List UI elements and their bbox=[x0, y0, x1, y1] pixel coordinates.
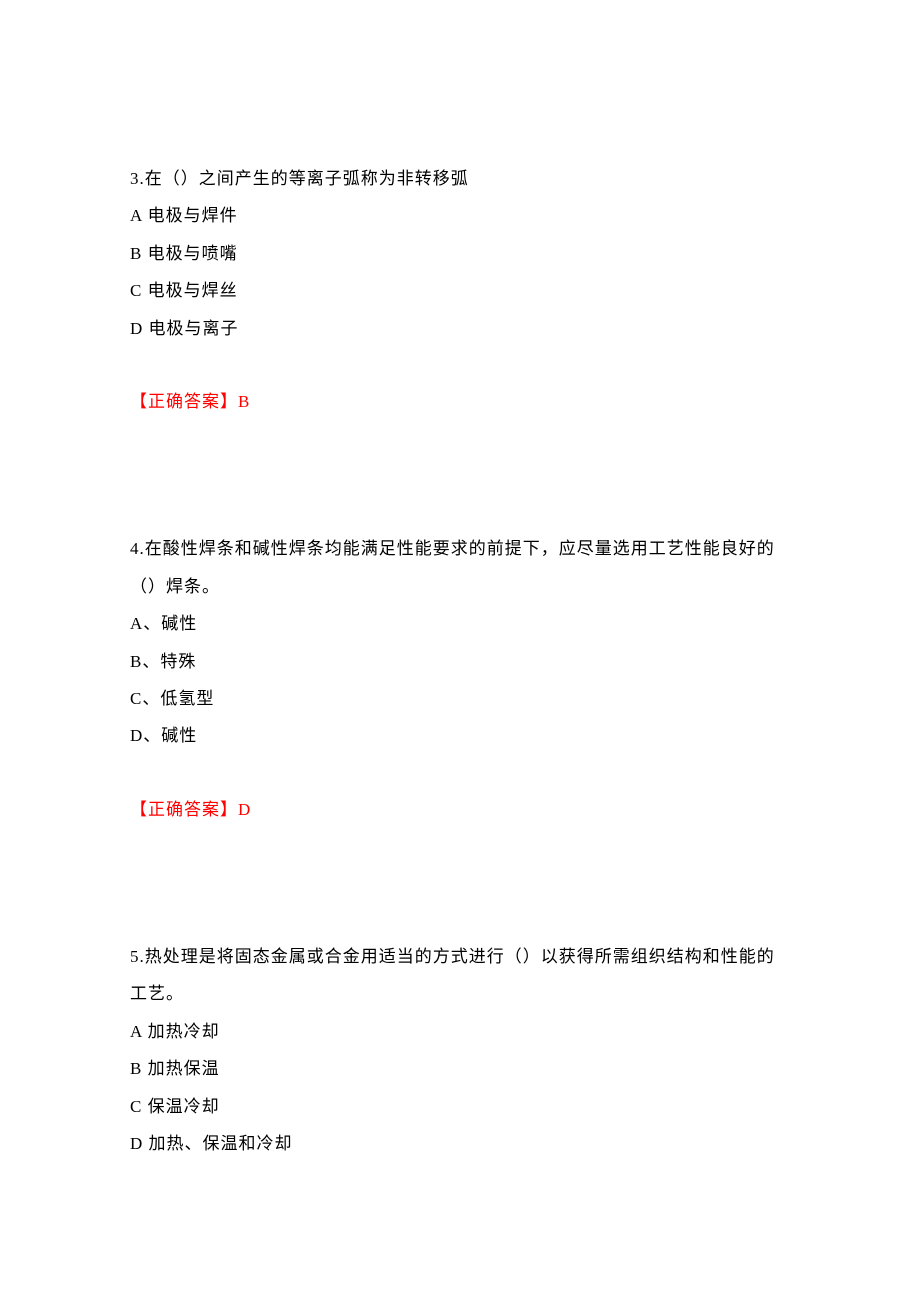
option-label: B bbox=[130, 1059, 142, 1078]
question-number: 3. bbox=[130, 169, 145, 188]
option-text: 加热冷却 bbox=[148, 1022, 220, 1041]
question-stem-line: 5.热处理是将固态金属或合金用适当的方式进行（）以获得所需组织结构和性能的工艺。 bbox=[130, 938, 790, 1013]
option-text: 保温冷却 bbox=[148, 1097, 220, 1116]
question-stem: 在（）之间产生的等离子弧称为非转移弧 bbox=[145, 169, 469, 188]
option-line: B 加热保温 bbox=[130, 1050, 790, 1087]
option-line: A 加热冷却 bbox=[130, 1013, 790, 1050]
option-line: C 电极与焊丝 bbox=[130, 272, 790, 309]
option-line: A 电极与焊件 bbox=[130, 197, 790, 234]
question-stem-line: 3.在（）之间产生的等离子弧称为非转移弧 bbox=[130, 160, 790, 197]
option-label: B bbox=[130, 244, 142, 263]
option-sep: 、 bbox=[142, 689, 160, 708]
option-text: 电极与离子 bbox=[149, 319, 239, 338]
option-line: D 电极与离子 bbox=[130, 310, 790, 347]
option-line: D、碱性 bbox=[130, 717, 790, 754]
option-text: 电极与喷嘴 bbox=[148, 244, 238, 263]
option-text: 加热、保温和冷却 bbox=[149, 1134, 293, 1153]
option-label: C bbox=[130, 689, 142, 708]
option-label: A bbox=[130, 1022, 142, 1041]
option-line: D 加热、保温和冷却 bbox=[130, 1125, 790, 1162]
option-line: B 电极与喷嘴 bbox=[130, 235, 790, 272]
option-text: 低氢型 bbox=[160, 689, 214, 708]
option-line: C 保温冷却 bbox=[130, 1088, 790, 1125]
option-label: D bbox=[130, 1134, 143, 1153]
option-label: C bbox=[130, 281, 142, 300]
option-label: B bbox=[130, 652, 142, 671]
document-page: 3.在（）之间产生的等离子弧称为非转移弧 A 电极与焊件 B 电极与喷嘴 C 电… bbox=[0, 0, 920, 1302]
option-sep: 、 bbox=[143, 726, 161, 745]
option-line: C、低氢型 bbox=[130, 680, 790, 717]
option-line: A、碱性 bbox=[130, 605, 790, 642]
answer-value: D bbox=[238, 800, 251, 819]
question-stem: 热处理是将固态金属或合金用适当的方式进行（）以获得所需组织结构和性能的工艺。 bbox=[130, 947, 775, 1003]
option-label: A bbox=[130, 206, 142, 225]
option-text: 电极与焊件 bbox=[148, 206, 238, 225]
option-label: A bbox=[130, 614, 143, 633]
question-block: 4.在酸性焊条和碱性焊条均能满足性能要求的前提下，应尽量选用工艺性能良好的（）焊… bbox=[130, 530, 790, 828]
option-label: C bbox=[130, 1097, 142, 1116]
question-stem: 在酸性焊条和碱性焊条均能满足性能要求的前提下，应尽量选用工艺性能良好的（）焊条。 bbox=[130, 539, 775, 595]
answer-label: 【正确答案】 bbox=[130, 392, 238, 411]
option-label: D bbox=[130, 319, 143, 338]
option-text: 电极与焊丝 bbox=[148, 281, 238, 300]
option-line: B、特殊 bbox=[130, 643, 790, 680]
option-text: 碱性 bbox=[161, 614, 197, 633]
spacer bbox=[130, 908, 790, 938]
question-number: 4. bbox=[130, 539, 145, 558]
option-text: 加热保温 bbox=[148, 1059, 220, 1078]
option-text: 碱性 bbox=[161, 726, 197, 745]
answer-value: B bbox=[238, 392, 250, 411]
option-text: 特殊 bbox=[160, 652, 196, 671]
answer-line: 【正确答案】D bbox=[130, 791, 790, 828]
question-number: 5. bbox=[130, 947, 145, 966]
question-block: 5.热处理是将固态金属或合金用适当的方式进行（）以获得所需组织结构和性能的工艺。… bbox=[130, 938, 790, 1162]
option-sep: 、 bbox=[143, 614, 161, 633]
option-sep: 、 bbox=[142, 652, 160, 671]
question-stem-line: 4.在酸性焊条和碱性焊条均能满足性能要求的前提下，应尽量选用工艺性能良好的（）焊… bbox=[130, 530, 790, 605]
spacer bbox=[130, 500, 790, 530]
answer-label: 【正确答案】 bbox=[130, 800, 238, 819]
answer-line: 【正确答案】B bbox=[130, 383, 790, 420]
question-block: 3.在（）之间产生的等离子弧称为非转移弧 A 电极与焊件 B 电极与喷嘴 C 电… bbox=[130, 160, 790, 420]
option-label: D bbox=[130, 726, 143, 745]
